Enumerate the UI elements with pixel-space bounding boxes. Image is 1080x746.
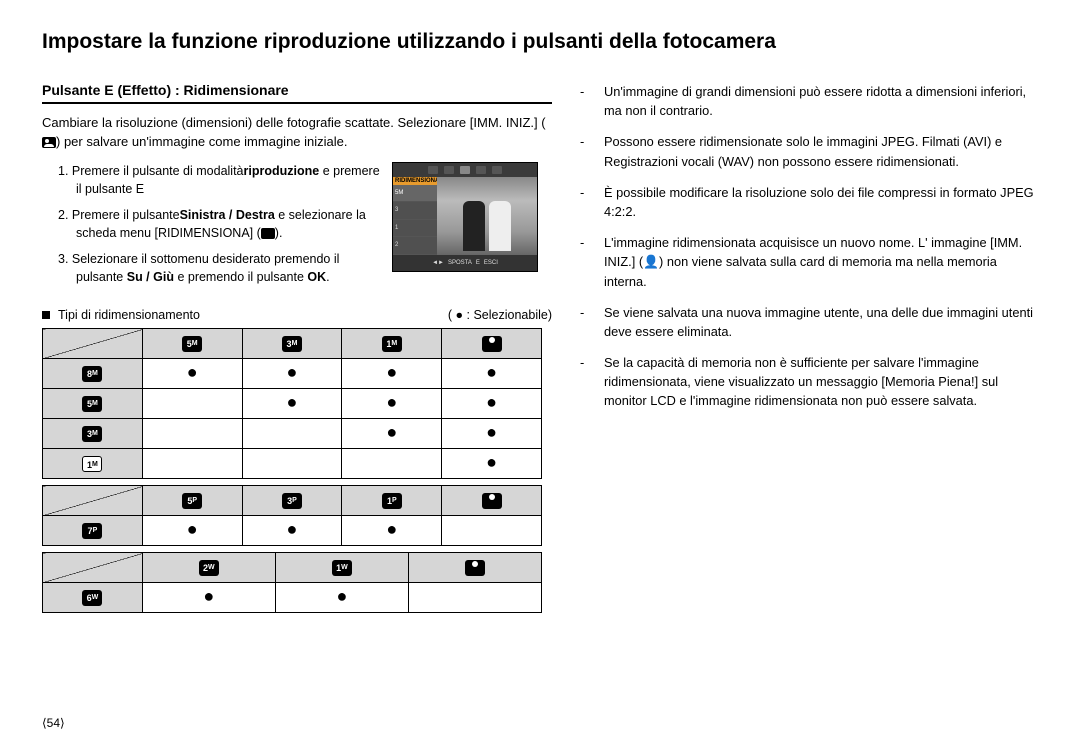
table-cell: ● [242,359,342,389]
table-cell: ● [442,389,542,419]
table-cell: ● [442,449,542,479]
camera-tabs [393,163,537,177]
note-item: Un'immagine di grandi dimensioni può ess… [580,82,1038,120]
notes-list: Un'immagine di grandi dimensioni può ess… [580,82,1038,411]
table-cell: ● [142,583,275,613]
camera-menu-item: 2 [393,237,437,255]
resize-table-3: 2W1W6W●● [42,552,542,613]
camera-menu-item: 1 [393,220,437,238]
note-item: L'immagine ridimensionata acquisisce un … [580,233,1038,291]
camera-screenshot: RIDIMENSIONA 5M 3 1 2 ◄►SPOSTA E ESCI [392,162,538,272]
camera-menu-item: 5M [393,185,437,203]
table-col-header [442,486,542,516]
table-row-header: 5M [43,389,143,419]
table-cell [408,583,541,613]
table-cell: ● [275,583,408,613]
table-cell: ● [142,516,242,546]
table-col-header [408,553,541,583]
step-1: 1. Premere il pulsante di modalitàriprod… [76,162,382,198]
table-row-header: 6W [43,583,143,613]
table-cell [142,449,242,479]
table-cell: ● [342,389,442,419]
table-col-header [442,329,542,359]
note-item: Se la capacità di memoria non è sufficie… [580,353,1038,411]
table-cell [342,449,442,479]
step-3: 3. Selezionare il sottomenu desiderato p… [76,250,382,286]
table-col-header: 1W [275,553,408,583]
table-col-header: 2W [142,553,275,583]
note-item: È possibile modificare la risoluzione so… [580,183,1038,221]
camera-menu-item: 3 [393,202,437,220]
table-col-header: 5P [142,486,242,516]
camera-menu-header: RIDIMENSIONA [393,177,437,185]
table-corner [43,486,143,516]
table-row-header: 8M [43,359,143,389]
intro-text-1: Cambiare la risoluzione (dimensioni) del… [42,115,546,130]
intro-paragraph: Cambiare la risoluzione (dimensioni) del… [42,114,552,152]
resize-table-2: 5P3P1P7P●●● [42,485,542,546]
table-cell: ● [342,359,442,389]
table-cell: ● [242,389,342,419]
table-cell: ● [342,516,442,546]
page-number: ⟨54⟩ [42,716,65,730]
table-col-header: 1M [342,329,442,359]
table-col-header: 1P [342,486,442,516]
table-cell [142,389,242,419]
table-cell: ● [442,419,542,449]
table-cell: ● [342,419,442,449]
section-heading: Pulsante E (Effetto) : Ridimensionare [42,82,552,104]
table-cell [242,419,342,449]
note-item: Se viene salvata una nuova immagine uten… [580,303,1038,341]
camera-photo [437,177,537,255]
tipi-label: Tipi di ridimensionamento [58,308,200,322]
table-col-header: 3M [242,329,342,359]
square-bullet-icon [42,311,50,319]
table-cell [442,516,542,546]
table-col-header: 5M [142,329,242,359]
camera-menu: RIDIMENSIONA 5M 3 1 2 [393,177,437,255]
resize-table-1: 5M3M1M8M●●●●5M●●●3M●●1M● [42,328,542,479]
table-cell: ● [142,359,242,389]
intro-text-2: ) per salvare un'immagine come immagine … [56,134,348,149]
table-corner [43,553,143,583]
table-cell: ● [442,359,542,389]
table-row-header: 7P [43,516,143,546]
resize-icon [261,228,275,239]
step-2: 2. Premere il pulsanteSinistra / Destra … [76,206,382,242]
table-cell: ● [242,516,342,546]
table-corner [43,329,143,359]
user-icon [42,137,56,148]
table-row-header: 1M [43,449,143,479]
table-row-header: 3M [43,419,143,449]
selezionabile-legend: ( ● : Selezionabile) [448,308,552,322]
camera-footer: ◄►SPOSTA E ESCI [393,255,537,271]
page-title: Impostare la funzione riproduzione utili… [42,30,1038,54]
table-col-header: 3P [242,486,342,516]
note-item: Possono essere ridimensionate solo le im… [580,132,1038,170]
table-cell [242,449,342,479]
table-cell [142,419,242,449]
